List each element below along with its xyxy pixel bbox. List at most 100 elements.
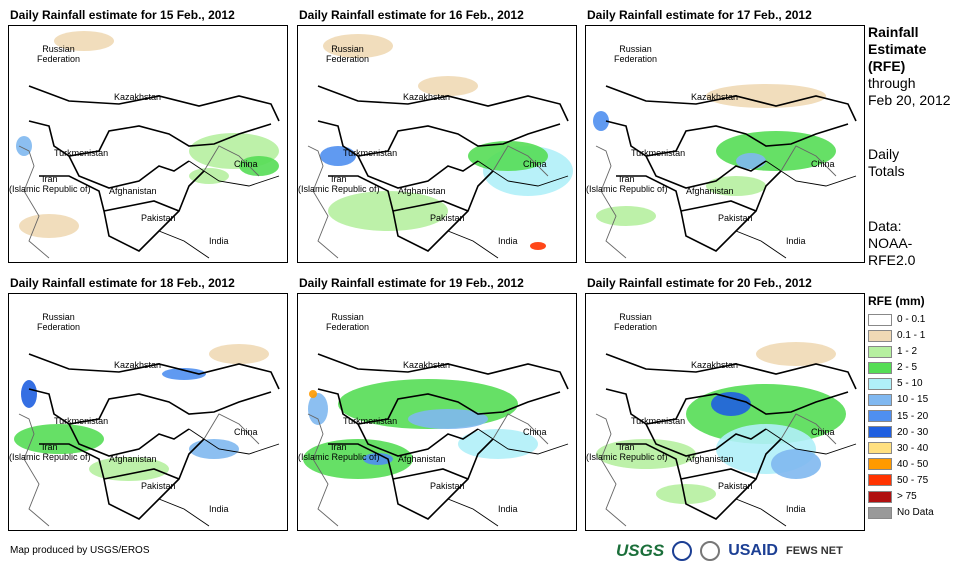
country-border [645,423,767,457]
legend-label: 40 - 50 [897,458,929,470]
rainfall-area [756,342,836,366]
legend-label: No Data [897,507,934,519]
panel-title: Daily Rainfall estimate for 15 Feb., 201… [10,8,235,22]
rainfall-area [596,206,656,226]
country-label-afghanistan: Afghanistan [398,186,446,196]
rainfall-area [596,439,696,469]
country-label-turkmenistan: Turkmenistan [631,416,686,426]
legend-label: 2 - 5 [897,362,918,374]
panel-title: Daily Rainfall estimate for 18 Feb., 201… [10,276,235,290]
rainfall-area [14,424,104,454]
country-label-pakistan: Pakistan [430,481,465,491]
noaa-seal-icon [672,541,693,561]
legend-item: 0.1 - 1 [868,328,934,343]
map-panel-1: Daily Rainfall estimate for 15 Feb., 201… [8,8,288,263]
map-canvas [16,31,280,259]
legend-item: 2 - 5 [868,360,934,375]
legend-label: > 75 [897,491,917,503]
country-label-afghanistan: Afghanistan [398,454,446,464]
legend-item: > 75 [868,489,934,504]
data-source: Data: NOAA- RFE2.0 [868,218,915,269]
legend-label: 0 - 0.1 [897,314,926,325]
legend-label: 0.1 - 1 [897,330,926,342]
country-border [392,468,469,480]
country-label-turkmenistan: Turkmenistan [631,148,686,158]
rainfall-area [239,156,279,176]
country-label-afghanistan: Afghanistan [109,454,157,464]
rainfall-area [189,168,229,184]
rainfall-area [54,31,114,51]
legend-swatch [868,329,892,342]
country-border [317,85,569,122]
totals-line: Totals [868,163,905,179]
rainfall-map: Russian Federation Kazakhstan Turkmenistan I… [585,293,865,531]
country-label-iran: Iran (Islamic Republic of) [298,442,380,462]
country-border [158,498,210,527]
legend-label: 5 - 10 [897,378,923,390]
legend-swatch [868,410,892,423]
country-border [680,468,757,480]
rainfall-area [458,429,538,459]
legend-label: 30 - 40 [897,442,929,454]
logo-strip: USGS USAID FEWS NET [616,538,843,564]
legend-swatch [868,345,892,358]
legend-item: 40 - 50 [868,457,934,472]
country-border [357,155,479,189]
data-source-line: RFE2.0 [868,252,916,268]
country-label-russia: Russian Federation [37,312,81,332]
country-border [68,423,190,457]
rainfall-area [706,84,826,108]
country-label-iran: Iran (Islamic Republic of) [9,442,91,462]
rainfall-area [418,76,478,96]
country-label-russia: Russian Federation [37,44,81,64]
country-border [477,160,569,187]
rainfall-area [309,390,317,398]
legend-item: 50 - 75 [868,473,934,488]
country-label-kazakhstan: Kazakhstan [403,92,451,102]
rainfall-area [162,368,206,380]
country-label-pakistan: Pakistan [718,481,753,491]
country-label-kazakhstan: Kazakhstan [403,360,451,370]
usaid-logo: USAID [728,542,778,559]
country-label-iran: Iran (Islamic Republic of) [298,174,380,194]
country-label-india: India [786,236,806,246]
legend-label: 10 - 15 [897,394,929,406]
country-label-turkmenistan: Turkmenistan [343,416,398,426]
country-border [595,145,627,259]
totals-label: Daily Totals [868,146,905,180]
legend-swatch [868,474,892,487]
rainfall-map: Russian Federation Kazakhstan Turkmenistan I… [297,25,577,263]
legend-swatch [868,361,892,374]
rainfall-area [209,344,269,364]
legend-title: RFE (mm) [868,294,925,308]
country-label-pakistan: Pakistan [141,213,176,223]
rainfall-area [189,439,239,459]
panel-title: Daily Rainfall estimate for 17 Feb., 201… [587,8,812,22]
country-border [605,85,857,122]
country-label-india: India [498,504,518,514]
country-border [28,85,280,122]
country-border [765,428,857,455]
legend-swatch [868,377,892,390]
country-border [103,200,180,212]
map-panel-3: Daily Rainfall estimate for 17 Feb., 201… [585,8,865,263]
rainfall-area [363,453,393,465]
legend-swatch [868,313,892,326]
country-label-iran: Iran (Islamic Republic of) [586,174,668,194]
rainfall-area [530,242,546,250]
legend-swatch [868,506,892,519]
map-credit: Map produced by USGS/EROS [10,545,150,556]
country-label-china: China [811,159,835,169]
map-canvas [593,84,857,259]
country-border [392,200,469,212]
country-border [780,145,837,177]
country-border [492,145,549,177]
country-border [735,230,787,259]
legend-swatch [868,490,892,503]
rainfall-map: Russian Federation Kazakhstan Turkmenistan I… [297,293,577,531]
rainfall-area [19,214,79,238]
dos-seal-icon [700,541,721,561]
legend-item: 30 - 40 [868,441,934,456]
country-border [28,353,280,390]
country-label-kazakhstan: Kazakhstan [114,92,162,102]
